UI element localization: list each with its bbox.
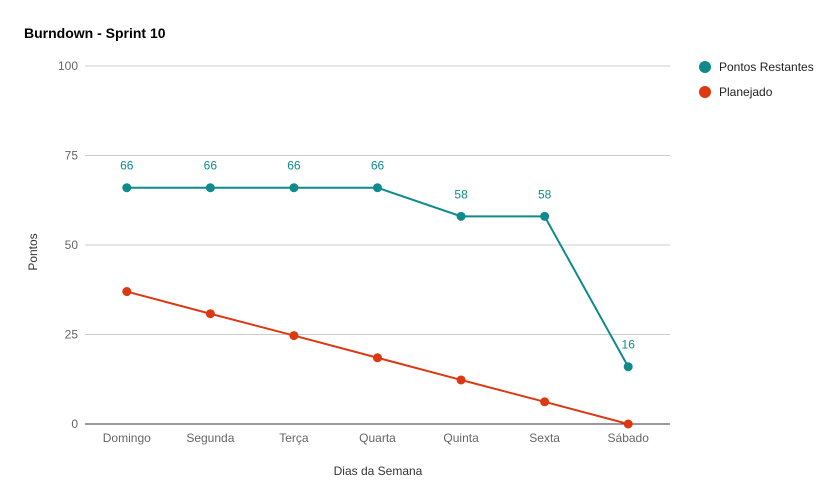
- y-tick-label: 100: [58, 59, 78, 73]
- data-label: 58: [538, 187, 552, 201]
- data-point: [205, 183, 215, 193]
- series-layer: 66 66 66 66 58 58 16: [120, 159, 635, 429]
- legend-marker: [699, 61, 711, 73]
- x-tick-label: Sábado: [608, 431, 650, 445]
- y-tick-label: 25: [65, 328, 79, 342]
- data-label: 66: [204, 159, 218, 173]
- gridlines: [85, 65, 670, 335]
- y-tick-label: 50: [65, 238, 79, 252]
- x-tick-label: Sexta: [529, 431, 560, 445]
- data-label: 66: [371, 159, 385, 173]
- data-point: [373, 183, 382, 193]
- data-label: 58: [454, 187, 468, 201]
- y-axis-title: Pontos: [26, 233, 40, 270]
- legend-label: Planejado: [719, 85, 773, 99]
- y-tick-label: 75: [65, 149, 79, 163]
- x-tick-label: Domingo: [103, 431, 151, 445]
- data-point: [122, 287, 132, 297]
- data-point: [540, 211, 550, 221]
- x-tick-label: Quinta: [443, 431, 479, 445]
- y-tick-label: 0: [71, 417, 78, 431]
- data-point: [456, 375, 466, 385]
- data-point: [122, 183, 132, 193]
- data-label: 66: [120, 159, 134, 173]
- data-point: [623, 362, 633, 372]
- data-point: [540, 397, 550, 407]
- data-point: [205, 309, 215, 319]
- legend-label: Pontos Restantes: [719, 60, 814, 74]
- x-tick-label: Quarta: [359, 431, 396, 445]
- data-label: 16: [622, 338, 636, 352]
- series-line: [126, 186, 630, 368]
- legend: Pontos Restantes Planejado: [699, 60, 814, 99]
- x-axis-title: Dias da Semana: [334, 464, 423, 478]
- x-tick-label: Terça: [279, 431, 309, 445]
- data-point: [623, 419, 633, 429]
- x-axis-ticks: Domingo Segunda Terça Quarta Quinta Sexta Sába…: [103, 431, 649, 445]
- chart-title: Burndown - Sprint 10: [24, 25, 166, 41]
- legend-marker: [699, 86, 711, 98]
- data-label: 66: [287, 159, 301, 173]
- data-point: [456, 211, 466, 221]
- data-point: [289, 183, 299, 193]
- y-axis-ticks: 0 25 50 75 100: [58, 59, 78, 431]
- x-tick-label: Segunda: [186, 431, 234, 445]
- data-point: [289, 331, 299, 341]
- data-point: [373, 353, 382, 363]
